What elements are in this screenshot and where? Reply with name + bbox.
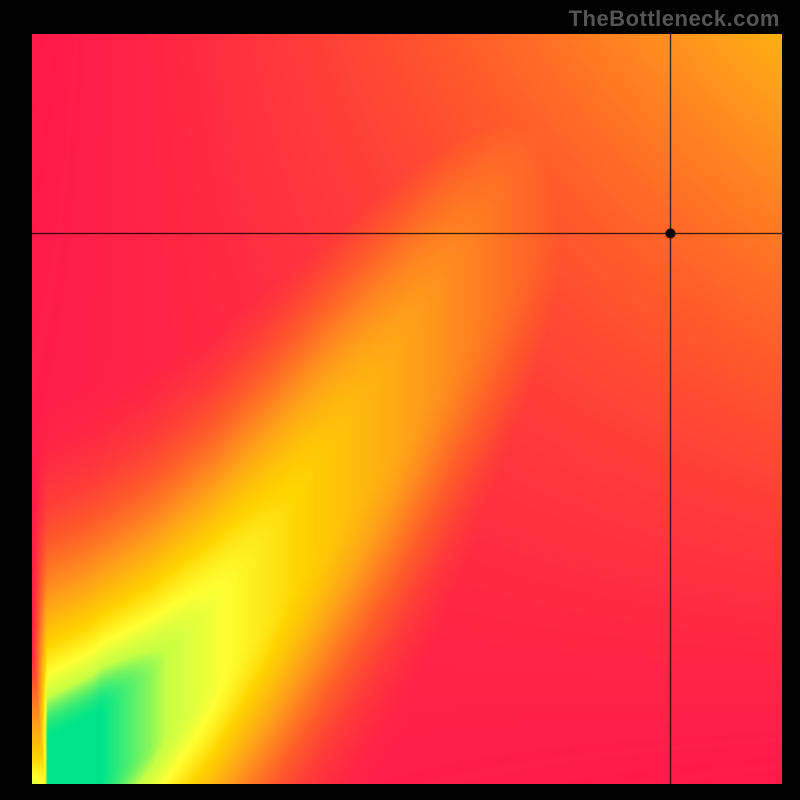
watermark-text: TheBottleneck.com <box>569 6 780 32</box>
chart-container: TheBottleneck.com <box>0 0 800 800</box>
bottleneck-heatmap <box>32 34 782 784</box>
